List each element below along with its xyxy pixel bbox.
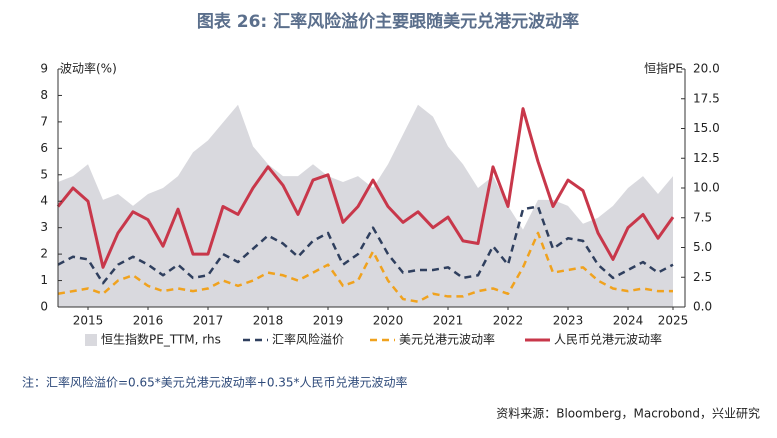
legend-label: 美元兑港元波动率 [399, 332, 495, 347]
y-tick-label: 7 [40, 114, 48, 128]
x-tick-label: 2016 [133, 314, 164, 328]
x-tick-label: 2018 [253, 314, 284, 328]
legend-label: 恒生指数PE_TTM, rhs [101, 332, 221, 347]
legend-swatch [85, 334, 97, 346]
x-tick-label: 2021 [433, 314, 464, 328]
y-tick-label: 6 [40, 141, 48, 155]
area [58, 104, 673, 307]
y2-tick-label: 2.5 [693, 270, 712, 284]
x-tick-label: 2022 [493, 314, 524, 328]
y-tick-label: 5 [40, 167, 48, 181]
y-axis-label: 波动率(%) [60, 61, 117, 76]
line [57, 231, 673, 303]
x-tick-label: 2017 [193, 314, 224, 328]
legend-label: 人民币兑港元波动率 [554, 332, 662, 347]
y2-axis-label: 恒指PE [644, 61, 683, 76]
y-tick-label: 3 [40, 220, 48, 234]
source: 资料来源：Bloomberg，Macrobond，兴业研究 [496, 406, 760, 421]
y2-tick-label: 5.0 [693, 240, 712, 254]
y-tick-label: 2 [40, 247, 48, 261]
y-tick-label: 9 [40, 62, 48, 76]
line [57, 205, 674, 285]
chart-title: 图表 26: 汇率风险溢价主要跟随美元兑港元波动率 [197, 11, 579, 32]
y2-tick-label: 15.0 [693, 121, 720, 135]
x-tick-label: 2024 [613, 314, 644, 328]
x-tick-label: 2015 [73, 314, 104, 328]
y2-tick-label: 10.0 [693, 181, 720, 195]
note: 注：汇率风险溢价=0.65*美元兑港元波动率+0.35*人民币兑港元波动率 [22, 375, 408, 390]
x-tick-label: 2023 [553, 314, 584, 328]
y-tick-label: 0 [40, 300, 48, 314]
line [56, 107, 675, 269]
legend-label: 汇率风险溢价 [272, 332, 344, 347]
x-tick-label: 2020 [373, 314, 404, 328]
y2-tick-label: 17.5 [693, 91, 720, 105]
x-tick-label: 2025 [658, 314, 689, 328]
y-tick-label: 4 [40, 194, 48, 208]
y-tick-label: 1 [40, 273, 48, 287]
y-tick-label: 8 [40, 88, 48, 102]
y2-tick-label: 7.5 [693, 210, 712, 224]
y2-tick-label: 0.0 [693, 300, 712, 314]
y2-tick-label: 12.5 [693, 151, 720, 165]
y2-tick-label: 20.0 [693, 62, 720, 76]
x-tick-label: 2019 [313, 314, 344, 328]
